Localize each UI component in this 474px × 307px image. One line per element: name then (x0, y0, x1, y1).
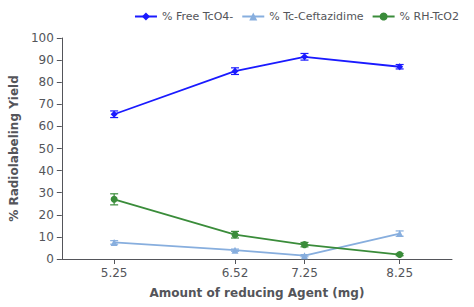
svg-text:7.25: 7.25 (291, 266, 318, 280)
svg-text:5.25: 5.25 (101, 266, 128, 280)
svg-text:% RH-TcO2: % RH-TcO2 (400, 10, 459, 23)
svg-text:Amount of reducing Agent (mg): Amount of reducing Agent (mg) (149, 286, 364, 300)
svg-text:0: 0 (46, 252, 54, 266)
svg-text:40: 40 (39, 164, 54, 178)
svg-text:% Radiolabeling Yield: % Radiolabeling Yield (7, 75, 21, 222)
svg-text:10: 10 (39, 230, 54, 244)
svg-text:80: 80 (39, 75, 54, 89)
svg-text:30: 30 (39, 186, 54, 200)
svg-text:90: 90 (39, 53, 54, 67)
svg-text:% Free TcO4-: % Free TcO4- (162, 10, 233, 23)
svg-text:70: 70 (39, 97, 54, 111)
svg-text:6.52: 6.52 (222, 266, 249, 280)
svg-text:8.25: 8.25 (386, 266, 413, 280)
svg-text:60: 60 (39, 119, 54, 133)
svg-text:% Tc-Ceftazidime: % Tc-Ceftazidime (269, 10, 364, 23)
svg-text:50: 50 (39, 142, 54, 156)
svg-text:20: 20 (39, 208, 54, 222)
svg-text:100: 100 (31, 31, 54, 45)
